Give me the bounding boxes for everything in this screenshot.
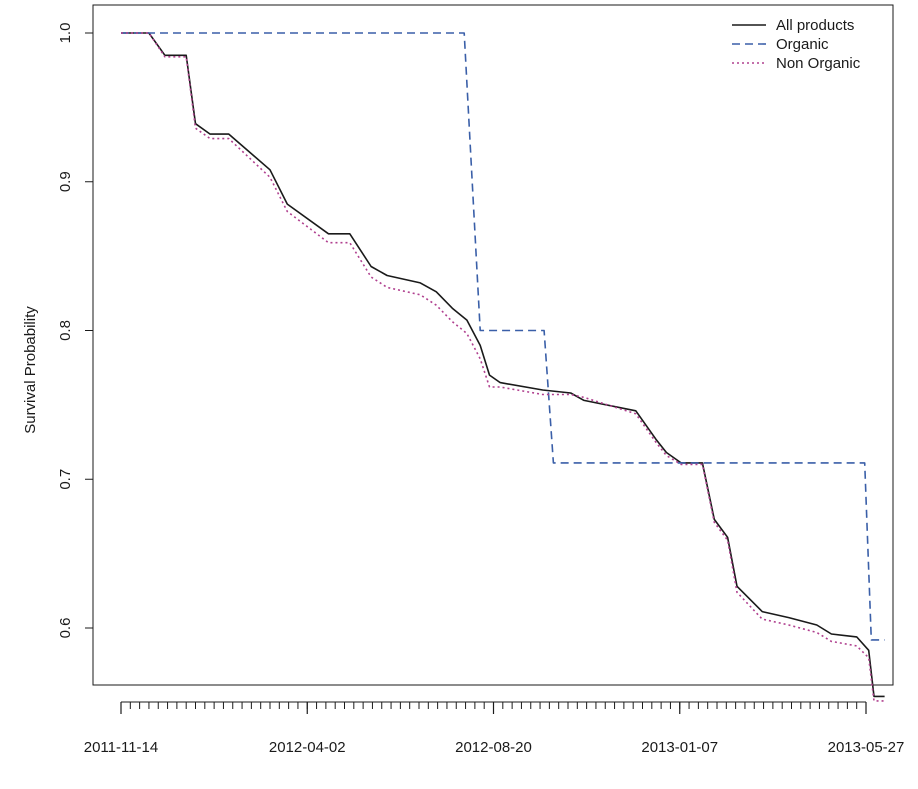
y-tick-label: 0.6 bbox=[57, 618, 74, 639]
x-tick-label: 2013-05-27 bbox=[828, 739, 905, 756]
legend-label-all-products: All products bbox=[776, 17, 854, 34]
y-axis: 0.6 0.7 0.8 0.9 1.0 bbox=[57, 23, 93, 639]
y-tick-label: 0.8 bbox=[57, 320, 74, 341]
legend-label-organic: Organic bbox=[776, 36, 829, 53]
y-tick-label: 0.9 bbox=[57, 171, 74, 192]
y-tick-label: 1.0 bbox=[57, 23, 74, 44]
x-tick-label: 2012-04-02 bbox=[269, 739, 346, 756]
x-tick-label: 2013-01-07 bbox=[641, 739, 718, 756]
y-tick-label: 0.7 bbox=[57, 469, 74, 490]
series-line-non-organic bbox=[121, 32, 885, 702]
y-axis-label: Survival Probability bbox=[22, 306, 39, 434]
plot-frame bbox=[92, 4, 894, 686]
x-axis: 2011-11-14 2012-04-02 2012-08-20 2013-01-07… bbox=[84, 701, 905, 756]
legend-label-non-organic: Non Organic bbox=[776, 55, 861, 72]
series-line-organic bbox=[121, 32, 885, 641]
x-tick-label: 2012-08-20 bbox=[455, 739, 532, 756]
x-tick-label: 2011-11-14 bbox=[84, 739, 159, 756]
series-layer bbox=[121, 32, 885, 702]
legend: All products Organic Non Organic bbox=[732, 17, 861, 72]
series-line-all-products bbox=[121, 32, 885, 698]
